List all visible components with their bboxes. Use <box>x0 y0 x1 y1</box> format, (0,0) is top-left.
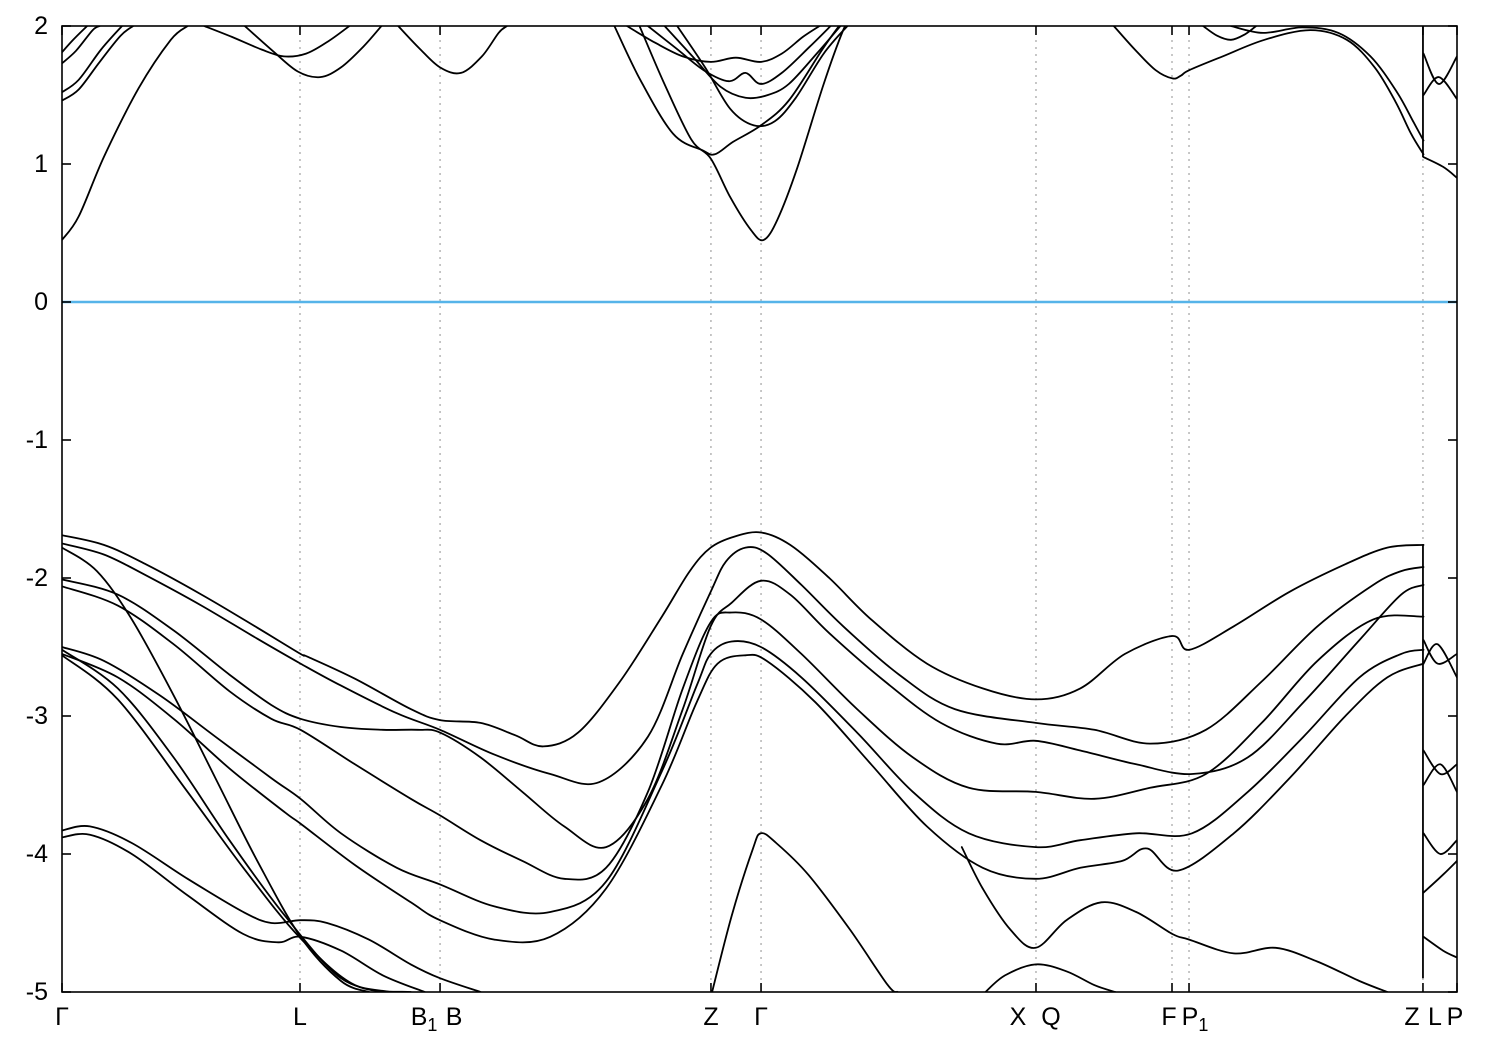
band-cond-Z-steep-partner <box>613 26 840 156</box>
x-axis-label-B1: B1 <box>411 1003 438 1035</box>
x-axis-label-L: L <box>293 1003 307 1031</box>
band-val-top-1 <box>62 531 1425 748</box>
band-val-low-2 <box>62 653 1425 944</box>
band-val-LP-rise <box>1422 860 1457 894</box>
x-axis-label-B: B <box>446 1003 463 1031</box>
x-axis-label-X: X <box>1010 1003 1027 1031</box>
y-axis-label-2: 2 <box>34 12 48 40</box>
x-axis-label-Z: Z <box>703 1003 718 1031</box>
y-axis-label--1: -1 <box>26 426 48 454</box>
band-val-mid-2 <box>62 585 1425 881</box>
y-axis-label--3: -3 <box>26 702 48 730</box>
y-axis-label-0: 0 <box>34 288 48 316</box>
band-cond-Z-u1 <box>626 26 821 63</box>
x-axis-label-L: L <box>1428 1003 1442 1031</box>
band-cond-gamma-steep <box>62 26 189 241</box>
x-axis-label-Γ: Γ <box>754 1003 768 1031</box>
band-cond-LP-cross-a <box>1422 52 1457 85</box>
band-cond-gamma-fan-2 <box>62 26 123 94</box>
band-val-top-2 <box>62 542 1425 786</box>
band-cond-gamma-fan-4 <box>62 26 88 54</box>
band-val-steep-2 <box>62 648 391 992</box>
y-axis-label--2: -2 <box>26 564 48 592</box>
y-axis-label--5: -5 <box>26 978 48 1006</box>
x-axis-label-F: F <box>1161 1003 1176 1031</box>
band-cond-F-band-upper <box>1230 26 1425 142</box>
band-val-LP-fall <box>1422 935 1457 959</box>
band-val-LP-wave <box>1422 832 1457 855</box>
band-val-LP-cross-1b <box>1422 643 1457 679</box>
band-val-LP-cross-2a <box>1422 749 1457 776</box>
band-cond-Z-valley-deep <box>638 26 849 242</box>
band-cond-B-dip <box>397 26 508 75</box>
band-val-LP-cross-2b <box>1422 763 1457 793</box>
band-cond-Z-u3 <box>663 26 842 100</box>
band-cond-gamma-fan-1 <box>62 26 134 102</box>
band-val-steep-3 <box>62 654 412 992</box>
band-cond-L-dip-outer <box>203 26 351 58</box>
band-val-XQ-valley <box>960 846 1389 992</box>
band-cond-Z-u4 <box>676 26 849 128</box>
band-cond-L-dip-inner <box>243 26 383 79</box>
band-val-deep-left-2 <box>62 832 426 992</box>
band-val-bottom-hump <box>984 963 1117 992</box>
band-cond-LP-cross-b <box>1422 76 1457 100</box>
band-lines <box>62 26 1457 992</box>
y-axis-label-1: 1 <box>34 150 48 178</box>
x-axis-label-Z: Z <box>1404 1003 1419 1031</box>
band-val-deep-left-1 <box>62 825 482 992</box>
x-axis-label-P1: P1 <box>1182 1003 1209 1035</box>
band-val-LP-cross-1a <box>1422 639 1457 665</box>
x-axis-label-Q: Q <box>1041 1003 1060 1031</box>
band-cond-LP-low <box>1422 156 1457 179</box>
band-val-lambda-gamma2 <box>711 832 899 992</box>
band-val-steep-1 <box>62 546 370 992</box>
band-cond-F-band-main <box>1112 26 1425 156</box>
band-cond-Z-u2 <box>647 26 832 85</box>
band-val-low-1 <box>62 640 1425 915</box>
y-axis-label--4: -4 <box>26 840 48 868</box>
x-axis-label-P: P <box>1447 1003 1464 1031</box>
x-axis-label-Γ: Γ <box>55 1003 69 1031</box>
plot-border <box>61 25 1458 993</box>
band-val-mid-1 <box>62 578 1425 849</box>
band-cond-top-dimple <box>1202 26 1257 41</box>
